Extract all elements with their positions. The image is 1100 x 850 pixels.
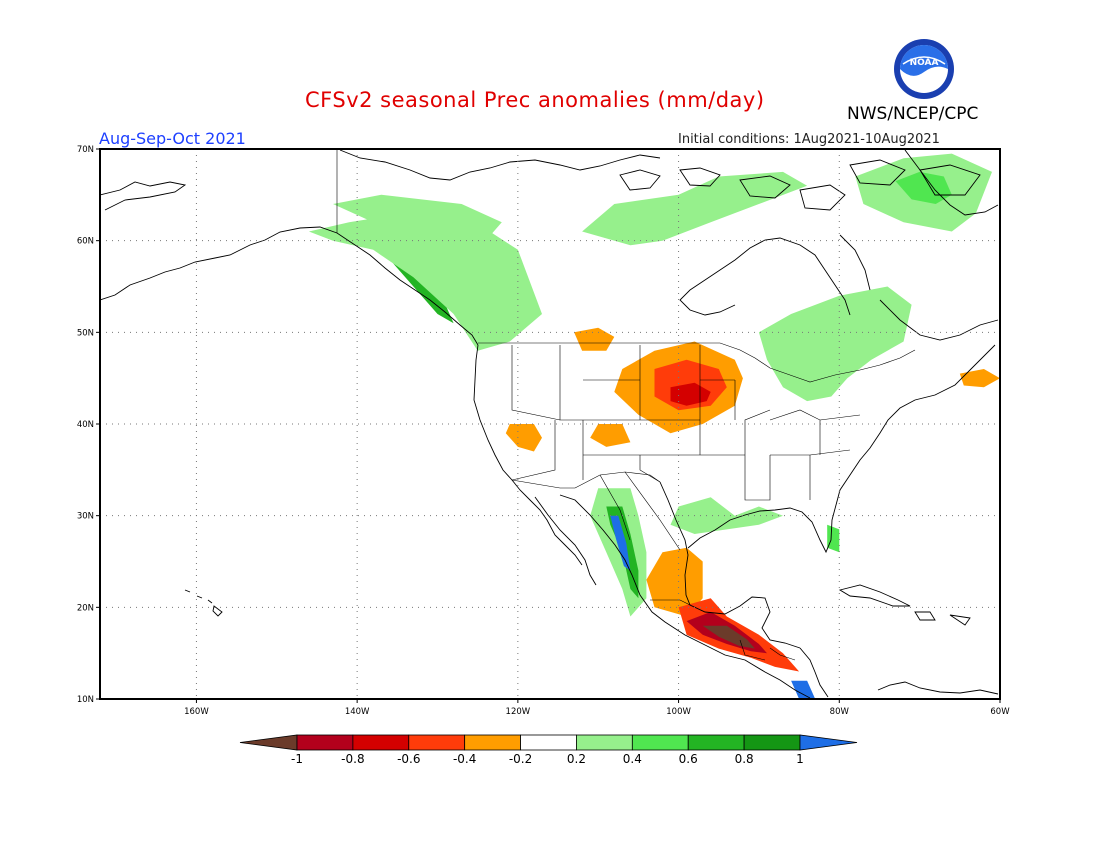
lat-tick-label: 10N (77, 695, 94, 705)
anomaly-southern-mexico-dry-max (702, 625, 755, 649)
colorbar-label: 0.2 (567, 752, 586, 766)
political-borders-layer (336, 150, 916, 661)
anomaly-kansas-dry (590, 424, 631, 447)
anomaly-manitoba-dry (574, 327, 615, 351)
anomaly-florida-wet (827, 524, 840, 553)
graticule-layer (100, 149, 1000, 699)
colorbar-swatch (576, 734, 633, 751)
colorbar-swatch (464, 734, 521, 751)
lon-tick-label: 80W (830, 707, 850, 717)
colorbar-swatch (520, 734, 577, 751)
colorbar-label: 0.6 (679, 752, 698, 766)
colorbar-swatch (687, 734, 745, 751)
lon-tick-label: 120W (506, 707, 531, 717)
anomaly-nova-scotia-dry (959, 369, 1000, 388)
colorbar-label: -0.2 (509, 752, 532, 766)
colorbar-label: -0.6 (397, 752, 420, 766)
anomaly-southeast-alaska-coast (357, 236, 454, 324)
organization-label: NWS/NCEP/CPC (847, 104, 979, 124)
anomaly-alaska-interior-wet (333, 194, 502, 241)
colorbar-label: 1 (796, 752, 804, 766)
map-title: CFSv2 seasonal Prec anomalies (mm/day) (305, 88, 765, 112)
lon-tick-label: 100W (666, 707, 691, 717)
colorbar-swatch (296, 734, 354, 751)
colorbar-label: 0.4 (623, 752, 642, 766)
anomaly-pacific-northwest-wet (308, 213, 542, 351)
lat-tick-label: 50N (77, 328, 94, 338)
anomaly-northern-plains-dry-max (670, 382, 711, 406)
logo-text: NOAA (910, 58, 939, 68)
lat-tick-label: 70N (77, 145, 94, 155)
anomaly-quebec-great-lakes-wet (758, 286, 912, 402)
season-label: Aug-Sep-Oct 2021 (99, 129, 246, 148)
colorbar-lower-arrow (239, 734, 298, 751)
anomaly-northern-canada-wet (582, 171, 808, 246)
axis-ticks-layer: 160W 140W 120W 100W 80W 60W 70N 60N 50N 40N 30N 20N… (77, 145, 1010, 717)
colorbar-upper-arrow (799, 734, 858, 751)
colorbar-swatch (408, 734, 466, 751)
colorbar-label: -1 (291, 752, 303, 766)
anomaly-southwest-dry (505, 424, 542, 452)
coastlines-layer (100, 149, 999, 699)
lon-tick-label: 140W (345, 707, 370, 717)
lon-tick-label: 60W (990, 707, 1010, 717)
initial-conditions-label: Initial conditions: 1Aug2021-10Aug2021 (678, 132, 940, 147)
colorbar-swatch (743, 734, 801, 751)
anomaly-southern-plains-texas-wet (670, 497, 783, 534)
anomaly-sierra-madre-max (610, 515, 631, 571)
anomaly-central-america-max (791, 680, 816, 699)
lat-tick-label: 40N (77, 420, 94, 430)
anomaly-mexico-gulf-dry (646, 547, 703, 617)
colorbar-swatch (352, 734, 410, 751)
lat-tick-label: 60N (77, 237, 94, 247)
colorbar-label: -0.8 (341, 752, 364, 766)
lat-tick-label: 20N (77, 603, 94, 613)
lon-tick-label: 160W (184, 707, 209, 717)
colorbar: -1 -0.8 -0.6 -0.4 -0.2 0.2 0.4 0.6 0.8 1 (239, 734, 858, 766)
anomaly-greenland-wet-core (895, 171, 952, 204)
colorbar-label: 0.8 (735, 752, 754, 766)
colorbar-label: -0.4 (453, 752, 476, 766)
anomaly-layer (308, 153, 1000, 699)
noaa-logo: NOAA (894, 39, 954, 99)
lat-tick-label: 30N (77, 512, 94, 522)
colorbar-swatch (631, 734, 689, 751)
